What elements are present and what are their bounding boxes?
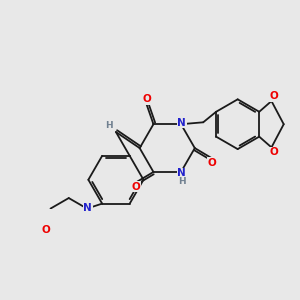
Text: N: N	[177, 169, 186, 178]
Text: N: N	[177, 118, 186, 128]
Text: O: O	[269, 147, 278, 158]
Text: O: O	[132, 182, 141, 192]
Text: O: O	[269, 91, 278, 101]
Text: O: O	[142, 94, 151, 104]
Text: O: O	[41, 225, 50, 236]
Text: O: O	[208, 158, 216, 168]
Text: N: N	[83, 203, 92, 213]
Text: H: H	[178, 177, 186, 186]
Text: H: H	[106, 122, 113, 130]
